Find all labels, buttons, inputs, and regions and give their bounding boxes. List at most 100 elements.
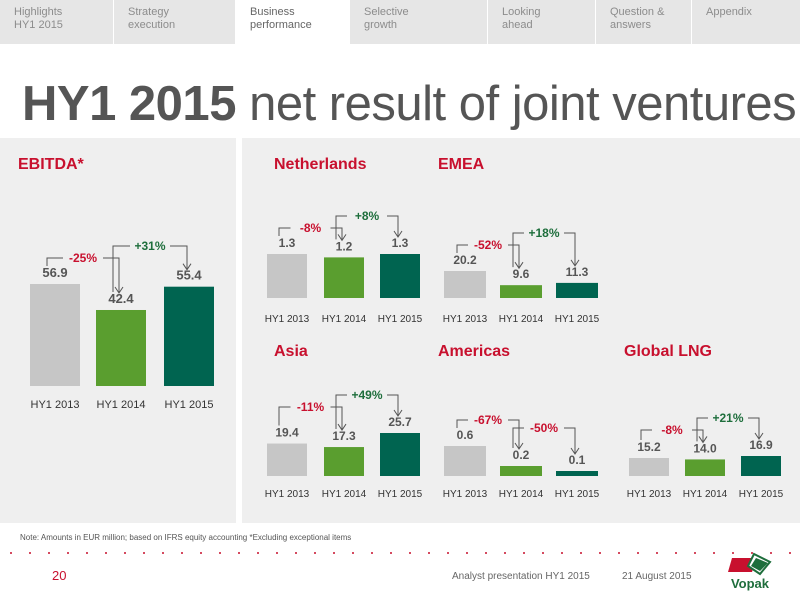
tick-label: HY1 2015 <box>555 489 600 500</box>
arrow-icon <box>337 234 347 242</box>
chart-title-netherlands: Netherlands <box>274 156 367 173</box>
change-label-bg <box>524 225 564 239</box>
arrow-icon <box>570 447 580 455</box>
tab-strategy[interactable]: Strategy execution <box>114 0 236 44</box>
tick-label: HY1 2015 <box>739 489 784 500</box>
bar <box>685 459 725 476</box>
change-label-bg <box>347 208 387 222</box>
bar <box>267 254 307 298</box>
page-title: HY1 2015 net result of joint ventures <box>22 76 797 132</box>
tab-label: Appendix <box>706 6 752 18</box>
change-label: -52% <box>474 238 502 252</box>
tick-label: HY1 2014 <box>97 399 146 411</box>
data-label: 9.6 <box>513 267 530 281</box>
tab-highlights[interactable]: Highlights HY1 2015 <box>0 0 114 44</box>
tick-label: HY1 2014 <box>499 489 544 500</box>
data-label: 20.2 <box>453 253 477 267</box>
tab-label: Highlights <box>14 6 63 18</box>
bar <box>500 466 542 476</box>
tab-label: ahead <box>502 19 533 31</box>
tick-label: HY1 2014 <box>322 314 367 325</box>
data-label: 15.2 <box>637 440 661 454</box>
change-label: -11% <box>297 400 325 414</box>
change-label: -25% <box>69 251 97 265</box>
bar <box>380 254 420 298</box>
chart-title-asia: Asia <box>274 343 308 360</box>
bar <box>380 433 420 476</box>
data-label: 19.4 <box>275 426 299 440</box>
tick-label: HY1 2013 <box>265 489 310 500</box>
change-label: +49% <box>351 388 382 402</box>
change-label-bg <box>63 250 103 264</box>
bar <box>324 447 364 476</box>
data-label: 25.7 <box>388 415 412 429</box>
tick-label: HY1 2015 <box>555 314 600 325</box>
bar <box>629 458 669 476</box>
bar <box>500 285 542 298</box>
tab-question-answers[interactable]: Question & answers <box>596 0 692 44</box>
tick-label: HY1 2014 <box>322 489 367 500</box>
tab-label: Business <box>250 6 295 18</box>
arrow-icon <box>114 286 124 294</box>
tick-label: HY1 2014 <box>683 489 728 500</box>
presentation-date: 21 August 2015 <box>622 571 692 582</box>
chart-title-ebitda: EBITDA* <box>18 156 84 173</box>
tab-label: performance <box>250 19 312 31</box>
arrow-icon <box>182 263 192 271</box>
tab-business-performance[interactable]: Business performance <box>236 0 350 44</box>
arrow-icon <box>698 436 708 444</box>
footnote: Note: Amounts in EUR million; based on I… <box>20 533 352 542</box>
data-label: 56.9 <box>42 265 67 280</box>
data-label: 1.3 <box>279 236 296 250</box>
change-label-bg <box>708 410 748 424</box>
data-label: 1.2 <box>336 239 353 253</box>
tab-appendix[interactable]: Appendix <box>692 0 800 44</box>
bar <box>96 309 146 386</box>
tab-label: answers <box>610 19 651 31</box>
bar <box>324 257 364 298</box>
arrow-icon <box>514 261 524 270</box>
bar <box>556 471 598 476</box>
bar <box>741 456 781 476</box>
arrow-icon <box>754 432 764 440</box>
vopak-logo: Vopak <box>728 552 772 591</box>
section-nav: Highlights HY1 2015 Strategy execution Bus… <box>0 0 800 44</box>
change-label-bg <box>468 237 508 251</box>
tick-label: HY1 2013 <box>265 314 310 325</box>
tab-label: Strategy <box>128 6 169 18</box>
data-label: 14.0 <box>693 441 717 455</box>
bar <box>267 443 307 476</box>
change-label: -8% <box>661 423 683 437</box>
tab-label: Looking <box>502 6 541 18</box>
arrow-icon <box>393 409 403 417</box>
change-label-bg <box>130 238 170 252</box>
change-label: -8% <box>300 221 322 235</box>
bar <box>444 446 486 476</box>
bar <box>556 282 598 298</box>
change-label: -67% <box>474 413 502 427</box>
tick-label: HY1 2013 <box>31 399 80 411</box>
change-label: +31% <box>134 239 165 253</box>
arrow-icon <box>337 423 347 431</box>
tab-label: execution <box>128 19 176 31</box>
tab-selective-growth[interactable]: Selective growth <box>350 0 488 44</box>
arrow-icon <box>393 230 403 238</box>
bar <box>30 284 80 386</box>
data-label: 11.3 <box>566 265 589 279</box>
tab-looking-ahead[interactable]: Looking ahead <box>488 0 596 44</box>
dotted-divider <box>10 552 791 554</box>
title-rest: net result of joint ventures <box>235 77 797 131</box>
tab-label: Question & <box>610 6 665 18</box>
data-label: 1.3 <box>392 236 409 250</box>
tab-label: growth <box>364 19 398 31</box>
tick-label: HY1 2015 <box>165 399 214 411</box>
chart-title-global-lng: Global LNG <box>624 343 712 360</box>
change-label: +8% <box>355 209 380 223</box>
tab-label: HY1 2015 <box>14 19 63 31</box>
bar <box>444 271 486 298</box>
data-label: 42.4 <box>108 291 134 306</box>
data-label: 0.1 <box>569 453 586 467</box>
arrow-icon <box>514 442 524 450</box>
change-label-bg <box>290 399 331 413</box>
change-label-bg <box>468 412 508 426</box>
